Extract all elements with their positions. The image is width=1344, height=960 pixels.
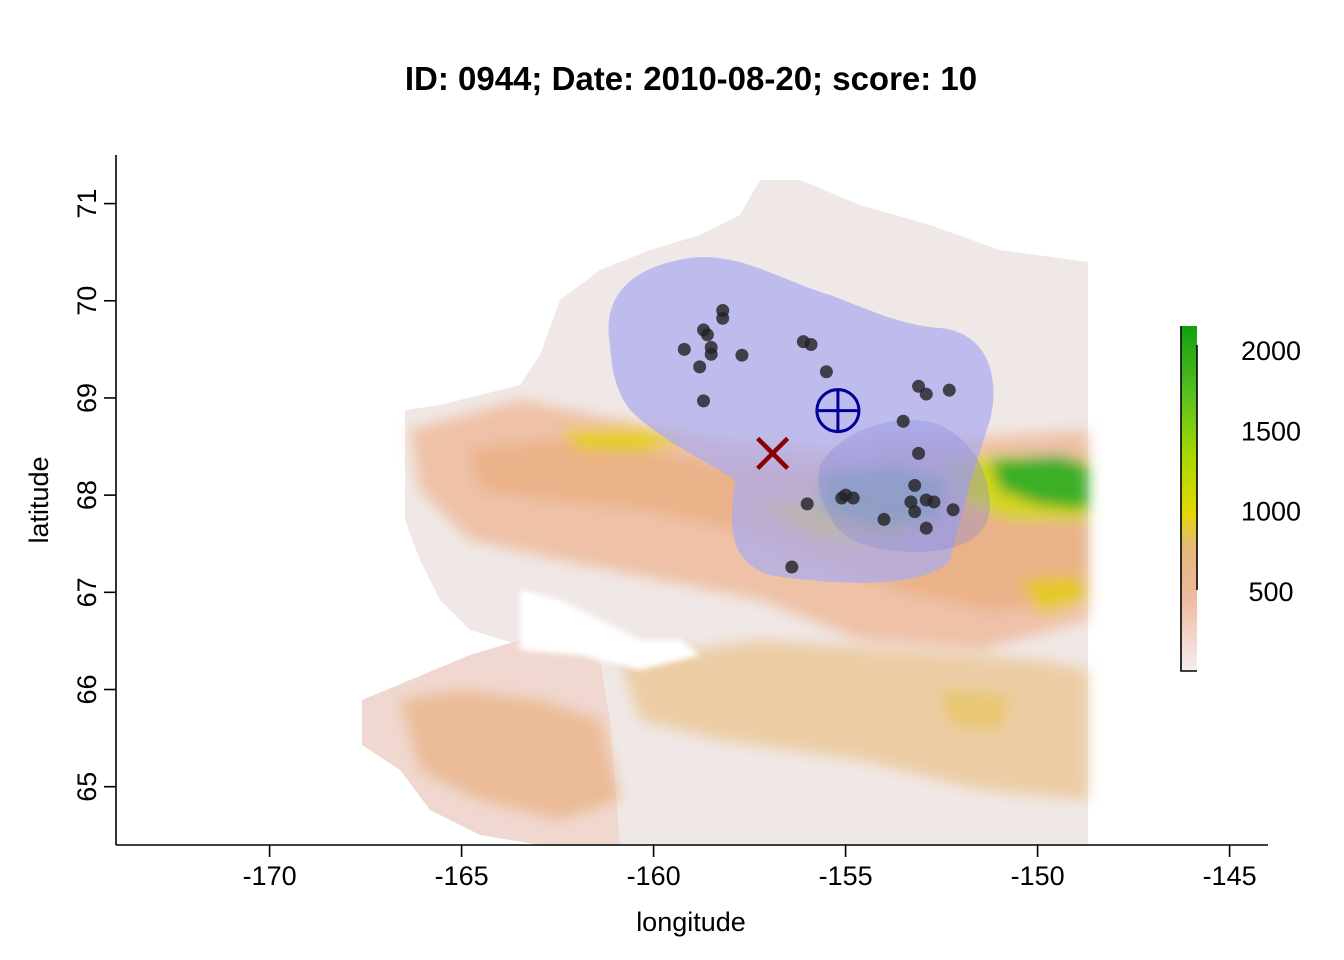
colorbar: 500 1000 1500 2000 [1180,326,1301,672]
observation-point [846,491,860,505]
observation-point [908,478,922,492]
x-axis-ticks: -170 -165 -160 -155 -150 -145 [243,845,1257,891]
colorbar-outline [1180,326,1197,672]
y-axis-label: latitude [24,456,54,543]
y-tick-label: 67 [72,577,102,607]
x-tick-label: -165 [435,861,489,891]
colorbar-tick-label: 1000 [1241,497,1301,527]
cross-marker [756,436,790,470]
observation-point [700,328,714,342]
observation-point [912,446,926,460]
observation-point [919,387,933,401]
x-tick-label: -160 [627,861,681,891]
observation-point [735,348,749,362]
observation-point [877,512,891,526]
observation-point [697,394,711,408]
elevation-map [362,180,1088,845]
colorbar-tick-label: 2000 [1241,336,1301,366]
observation-point [716,311,730,325]
observation-point [942,383,956,397]
sea-bay [520,590,700,670]
observation-point [896,414,910,428]
chart-title: ID: 0944; Date: 2010-08-20; score: 10 [405,60,977,97]
y-tick-label: 71 [72,189,102,219]
x-tick-label: -145 [1203,861,1257,891]
centroid-marker [815,388,861,434]
x-tick-label: -150 [1011,861,1065,891]
observation-points [677,303,960,574]
y-axis-ticks: 65 66 67 68 69 70 71 [72,189,116,802]
observation-point [693,360,707,374]
region-inner [818,419,990,552]
observation-point [677,342,691,356]
y-tick-label: 65 [72,772,102,802]
colorbar-ticks: 500 1000 1500 2000 [1241,336,1301,607]
cross-stroke-b [756,436,790,470]
observation-point [704,347,718,361]
colorbar-gradient [1181,326,1197,671]
x-axis-label: longitude [636,907,746,937]
observation-point [927,495,941,509]
y-tick-label: 69 [72,383,102,413]
x-tick-label: -155 [819,861,873,891]
observation-point [800,497,814,511]
observation-point [946,503,960,517]
y-tick-label: 68 [72,480,102,510]
observation-point [785,560,799,574]
observation-point [835,491,849,505]
markers [756,388,861,470]
observation-point [919,521,933,535]
colorbar-tick-label: 500 [1248,577,1293,607]
observation-point [819,365,833,379]
x-tick-label: -170 [243,861,297,891]
y-tick-label: 70 [72,286,102,316]
observation-point [908,505,922,519]
colorbar-tick-label: 1500 [1241,416,1301,446]
y-tick-label: 66 [72,674,102,704]
observation-point [804,338,818,352]
